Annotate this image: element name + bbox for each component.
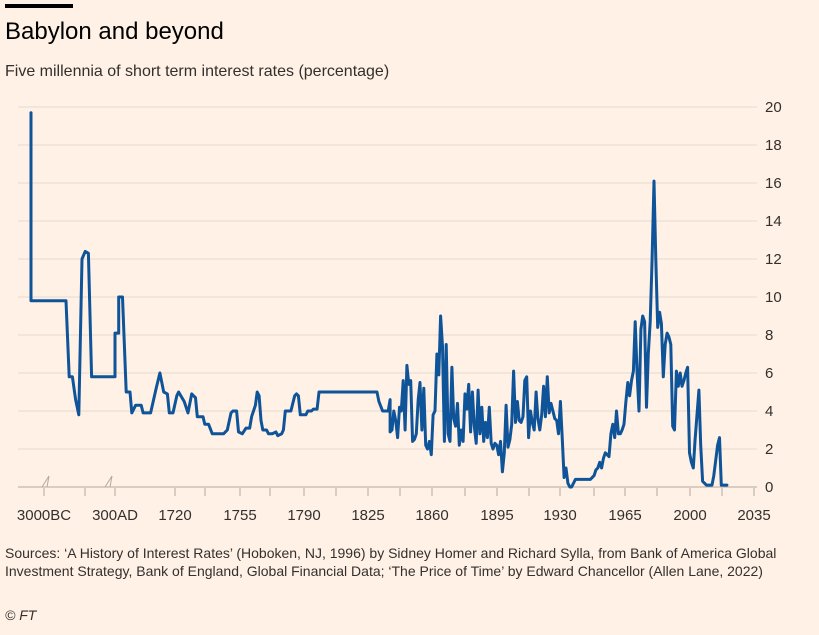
x-tick-label: 1720 — [158, 507, 191, 524]
chart-source: Sources: ‘A History of Interest Rates’ (… — [5, 545, 777, 579]
y-tick-label: 18 — [765, 137, 782, 154]
y-tick-label: 14 — [765, 213, 782, 230]
x-tick-label: 1860 — [415, 507, 448, 524]
series-layer — [29, 111, 729, 489]
copyright: © FT — [5, 607, 37, 623]
chart-title: Babylon and beyond — [5, 18, 224, 45]
ft-top-bar — [5, 4, 73, 8]
chart: 0 2 4 6 8 10 12 14 16 18 20 3000BC 300AD 1720 1755 179… — [17, 99, 782, 524]
y-tick-label: 16 — [765, 175, 782, 192]
x-axis: 3000BC 300AD 1720 1755 1790 1825 1860 1895 1930 1… — [17, 475, 771, 524]
x-tick-label: 1755 — [223, 507, 256, 524]
series-line-0 — [29, 111, 729, 489]
x-tick-label: 1895 — [480, 507, 513, 524]
y-tick-label: 2 — [765, 441, 773, 458]
y-tick-label: 4 — [765, 403, 773, 420]
axis-break-2 — [99, 475, 119, 488]
x-tick-label: 1790 — [287, 507, 320, 524]
x-tick-label: 2035 — [737, 507, 770, 524]
x-tick-label: 1930 — [543, 507, 576, 524]
x-tick-label: 3000BC — [17, 507, 71, 524]
y-tick-label: 0 — [765, 479, 773, 496]
axis-break-1 — [36, 475, 56, 488]
y-tick-label: 20 — [765, 99, 782, 116]
y-tick-label: 12 — [765, 251, 782, 268]
chart-subtitle: Five millennia of short term interest ra… — [5, 63, 390, 80]
x-tick-label: 2000 — [673, 507, 706, 524]
grid-layer: 0 2 4 6 8 10 12 14 16 18 20 — [18, 99, 782, 496]
y-tick-label: 10 — [765, 289, 782, 306]
x-tick-label: 1965 — [608, 507, 641, 524]
y-tick-label: 6 — [765, 365, 773, 382]
y-tick-label: 8 — [765, 327, 773, 344]
x-tick-label: 1825 — [351, 507, 384, 524]
x-tick-label: 300AD — [92, 507, 138, 524]
